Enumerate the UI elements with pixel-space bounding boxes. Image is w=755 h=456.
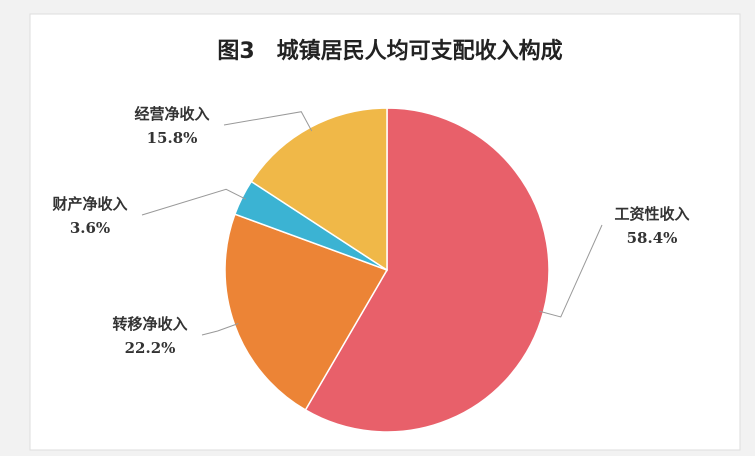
slice-label: 工资性收入 xyxy=(614,205,689,223)
leader-line xyxy=(141,188,246,216)
slice-label: 财产净收入 xyxy=(52,195,127,213)
leader-line xyxy=(539,224,603,318)
leader-line xyxy=(201,323,239,336)
slice-label: 经营净收入 xyxy=(134,105,209,123)
slice-value: 15.8% xyxy=(147,129,198,147)
leader-line xyxy=(223,111,313,132)
slice-value: 3.6% xyxy=(70,219,110,237)
slice-value: 22.2% xyxy=(125,339,176,357)
chart-title: 图3 城镇居民人均可支配收入构成 xyxy=(217,38,562,64)
slice-label: 转移净收入 xyxy=(112,315,187,333)
slice-value: 58.4% xyxy=(627,229,678,247)
